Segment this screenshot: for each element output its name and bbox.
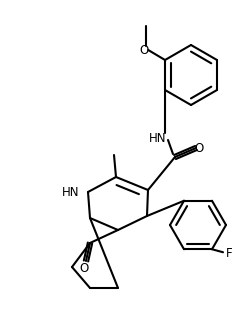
Text: HN: HN [149,131,167,144]
Text: HN: HN [61,185,79,198]
Text: O: O [140,43,149,56]
Text: O: O [194,141,204,154]
Text: F: F [226,247,232,260]
Text: O: O [79,262,89,274]
